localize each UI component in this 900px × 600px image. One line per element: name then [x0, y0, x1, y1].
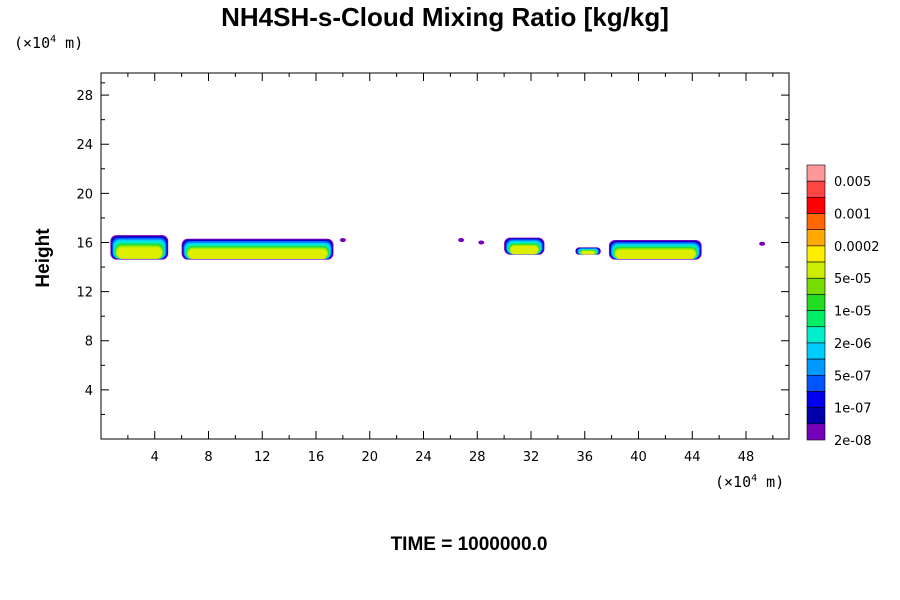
x-unit-label: (×104 m): [715, 473, 784, 491]
legend-label: 2e-08: [834, 434, 872, 449]
x-tick-label: 28: [469, 450, 486, 465]
legend-swatch: [806, 423, 826, 441]
legend-label: 0.0002: [834, 240, 880, 255]
x-tick-label: 32: [523, 450, 540, 465]
legend-label: 2e-06: [834, 337, 872, 352]
x-axis: 4 8 12 16 20 24 28 32 36 40 44 48: [127, 73, 774, 465]
legend-swatch: [806, 229, 826, 247]
legend-label: 1e-05: [834, 305, 872, 320]
legend-swatch: [806, 180, 826, 198]
legend-swatch: [806, 294, 826, 311]
legend-swatch: [806, 326, 826, 344]
y-axis-label: Height: [33, 228, 54, 288]
legend-swatch: [806, 374, 826, 392]
x-tick-label: 24: [415, 450, 432, 465]
cloud-speck: [759, 241, 766, 246]
legend-swatch: [806, 197, 826, 214]
cloud-layer: [110, 235, 766, 260]
cloud-band: [110, 235, 169, 260]
x-tick-label: 8: [204, 450, 212, 465]
legend-swatch: [806, 277, 826, 295]
legend-label: 0.001: [834, 208, 871, 223]
cloud-contour: [116, 247, 162, 259]
cloud-speck: [478, 240, 485, 245]
legend-swatch: [806, 213, 826, 231]
legend-swatch: [806, 310, 826, 328]
color-legend: 0.005 0.001 0.0002 5e-05 1e-05 2e-06 5e-07 1e-0…: [806, 164, 880, 449]
y-axis: 4 8 12 16 20 24 28: [76, 82, 789, 415]
cloud-speck: [458, 238, 465, 243]
y-tick-label: 24: [76, 138, 93, 153]
y-tick-label: 4: [85, 384, 93, 399]
y-tick-label: 8: [85, 335, 93, 350]
y-tick-label: 20: [76, 187, 93, 202]
time-label: TIME = 1000000.0: [391, 534, 548, 555]
y-unit-label: (×104 m): [14, 34, 83, 52]
x-tick-label: 36: [576, 450, 593, 465]
cloud-contour: [581, 251, 595, 255]
legend-label: 5e-07: [834, 369, 872, 384]
cloud-band: [575, 247, 601, 255]
y-tick-label: 16: [76, 236, 93, 251]
legend-label: 0.005: [834, 175, 871, 190]
x-tick-label: 48: [738, 450, 755, 465]
x-tick-label: 16: [308, 450, 325, 465]
y-tick-label: 28: [76, 89, 93, 104]
legend-swatch: [806, 342, 826, 360]
legend-swatch: [806, 261, 826, 279]
cloud-band: [181, 238, 334, 260]
cloud-contour: [187, 249, 328, 259]
legend-label: 1e-07: [834, 402, 872, 417]
x-tick-label: 20: [361, 450, 378, 465]
cloud-contour: [510, 246, 539, 255]
x-tick-label: 44: [684, 450, 701, 465]
chart-title: NH4SH-s-Cloud Mixing Ratio [kg/kg]: [221, 2, 669, 32]
legend-swatch: [806, 164, 826, 182]
y-tick-label: 12: [76, 286, 93, 301]
legend-swatch: [806, 245, 826, 263]
cloud-band: [608, 240, 702, 260]
x-tick-label: 40: [630, 450, 647, 465]
cloud-speck: [339, 238, 346, 243]
legend-swatch: [806, 358, 826, 376]
cloud-contour: [615, 249, 696, 259]
x-tick-label: 4: [151, 450, 159, 465]
legend-swatch: [806, 407, 826, 425]
legend-swatch: [806, 391, 826, 408]
legend-label: 5e-05: [834, 272, 872, 287]
x-tick-label: 12: [254, 450, 271, 465]
cloud-band: [504, 237, 545, 255]
